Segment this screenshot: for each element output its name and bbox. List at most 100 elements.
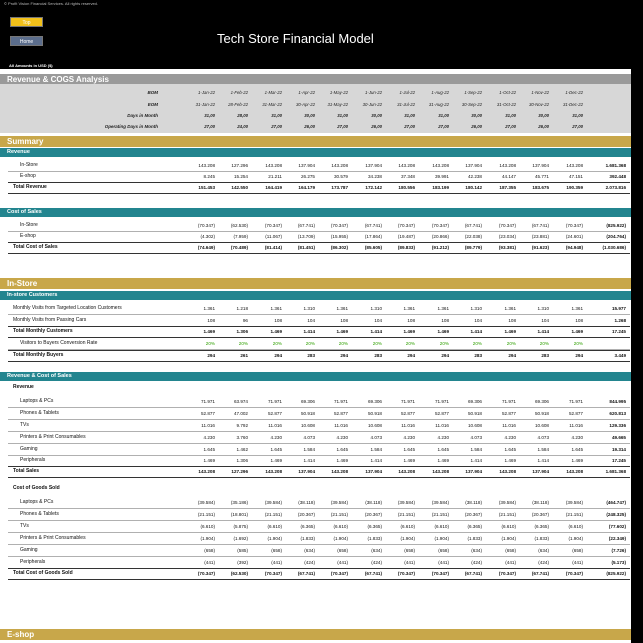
row-divider (8, 407, 630, 408)
cell-rev-instore: 143.208 (398, 162, 415, 168)
cell-gaming: 1.645 (336, 446, 349, 452)
cell-c-tvs: (6.365) (534, 523, 549, 529)
cell-conversion: 20% (272, 340, 282, 346)
row-label-laptops: Laptops & PCs (20, 398, 54, 404)
cell-tvs: 10.608 (534, 422, 549, 428)
cell-gaming: 1.645 (203, 446, 216, 452)
date-cell-bom: 1-Mar-22 (264, 90, 282, 95)
cell-cos-eshop: (7.959) (233, 233, 248, 239)
cell-total-rev-total: 2.073.816 (605, 184, 626, 190)
cell-tvs: 9.792 (236, 422, 249, 428)
cell-cos-instore: (67.741) (364, 222, 382, 228)
cell-visits-passing: 108 (407, 317, 415, 323)
cell-total-buyers: 283 (374, 352, 382, 358)
cell-visits-passing: 108 (508, 317, 516, 323)
cell-visits-passing: 96 (242, 317, 248, 323)
top-button[interactable]: Top (10, 17, 43, 27)
cell-total-customers: 1.469 (403, 328, 416, 334)
cell-tvs: 11.016 (201, 422, 215, 428)
cell-c-gaming: (634) (371, 547, 382, 553)
cell-c-peripherals: (441) (271, 559, 282, 565)
cell-total-buyers: 294 (508, 352, 516, 358)
cell-visits-targeted: 1.361 (403, 305, 416, 311)
cell-total-sales: 143.208 (499, 468, 516, 474)
cell-gaming: 1.584 (537, 446, 550, 452)
cell-laptops: 71.971 (568, 398, 583, 404)
cell-printers: 4.073 (537, 434, 550, 440)
cell-total-rev-eshop: 392.448 (609, 173, 626, 179)
cell-total-printers: 49.665 (611, 434, 626, 440)
cell-c-gaming: (585) (237, 547, 248, 553)
cell-c-peripherals: (424) (538, 559, 549, 565)
row-divider (8, 568, 630, 569)
cell-visits-passing: 108 (441, 317, 449, 323)
cell-cos-total: (93.381) (498, 244, 516, 250)
section-header-eshop: E-shop (0, 629, 631, 640)
cell-visits-passing: 108 (274, 317, 282, 323)
cell-cos-total: (91.212) (431, 244, 449, 250)
cell-visits-targeted: 1.310 (303, 305, 316, 311)
cell-cos-total: (70.489) (230, 244, 248, 250)
cell-rev-instore: 137.904 (465, 162, 482, 168)
cell-c-laptops: (39.584) (498, 499, 516, 505)
cell-c-gaming: (658) (438, 547, 449, 553)
cell-cos-total: (81.451) (297, 244, 315, 250)
cell-rev-eshop: 15.254 (233, 173, 248, 179)
row-divider (8, 520, 630, 521)
row-label-c-total: Total Cost of Goods Sold (13, 570, 73, 576)
cell-total-customers: 1.414 (303, 328, 316, 334)
cell-cos-eshop: (17.864) (364, 233, 382, 239)
cell-phones: 52.877 (568, 410, 583, 416)
cell-total-cos-eshop: (204.764) (606, 233, 626, 239)
row-divider (8, 419, 630, 420)
date-cell-eom: 31-Jan-22 (195, 102, 215, 107)
row-divider (8, 443, 630, 444)
row-divider (8, 508, 630, 509)
date-cell-eom: 28-Feb-22 (228, 102, 248, 107)
row-divider (8, 253, 630, 254)
cell-phones: 50.918 (534, 410, 549, 416)
row-label-rev-instore: In-Store (20, 162, 38, 168)
cell-cos-instore: (70.347) (397, 222, 415, 228)
home-button[interactable]: Home (10, 36, 43, 46)
cell-rev-eshop: 42.238 (467, 173, 482, 179)
cell-cos-instore: (67.741) (297, 222, 315, 228)
cell-total-customers: 1.414 (370, 328, 383, 334)
cell-total-sales: 143.208 (265, 468, 282, 474)
cell-cos-total: (89.779) (464, 244, 482, 250)
cell-c-printers: (1.904) (434, 535, 449, 541)
cell-c-tvs: (6.610) (333, 523, 348, 529)
cell-peripherals: 1.414 (370, 457, 383, 463)
cell-c-total: (70.347) (330, 570, 348, 576)
cell-conversion: 20% (305, 340, 315, 346)
row-label-rev-total: Total Revenue (13, 184, 47, 190)
date-cell-eom: 31-Aug-22 (428, 102, 449, 107)
cell-laptops: 69.306 (300, 398, 315, 404)
cell-rev-instore: 137.904 (532, 162, 549, 168)
days-label: Days in Month (127, 113, 158, 118)
cell-total-sales: 127.296 (231, 468, 248, 474)
date-cell-opdays: 27,00 (438, 124, 449, 129)
cell-c-laptops: (39.584) (197, 499, 215, 505)
cell-phones: 52.877 (333, 410, 348, 416)
date-cell-days: 31,00 (572, 113, 583, 118)
date-cell-bom: 1-Apr-22 (298, 90, 315, 95)
cell-c-printers: (1.692) (233, 535, 248, 541)
cell-c-laptops: (39.584) (264, 499, 282, 505)
cell-c-total: (70.347) (397, 570, 415, 576)
cell-rev-total: 164.179 (298, 184, 315, 190)
cell-c-gaming: (658) (404, 547, 415, 553)
cell-total-customers: 1.469 (504, 328, 517, 334)
date-cell-days: 30,00 (538, 113, 549, 118)
cell-tvs: 11.016 (334, 422, 348, 428)
cell-laptops: 69.306 (367, 398, 382, 404)
cell-phones: 50.918 (367, 410, 382, 416)
date-cell-opdays: 27,00 (204, 124, 215, 129)
cell-c-tvs: (6.610) (400, 523, 415, 529)
cell-printers: 4.073 (303, 434, 316, 440)
cell-rev-instore: 143.208 (265, 162, 282, 168)
cell-printers: 4.230 (504, 434, 517, 440)
cell-rev-eshop: 30.579 (333, 173, 348, 179)
cell-c-laptops: (38.118) (365, 499, 382, 505)
currency-note: All Amounts in USD ($) (9, 63, 53, 68)
